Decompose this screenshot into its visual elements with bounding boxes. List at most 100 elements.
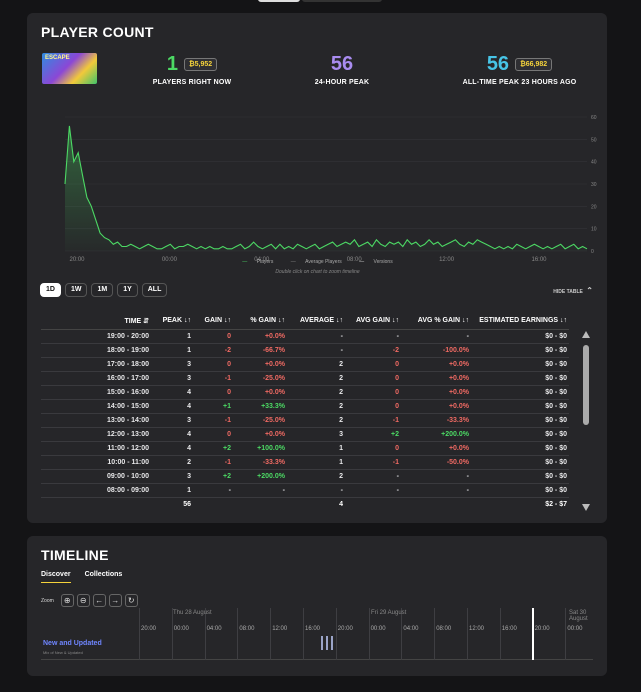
table-total-cell: $2 - $7 (545, 500, 567, 508)
table-cell: - (193, 483, 233, 498)
table-cell: 0 (345, 371, 401, 386)
scroll-up-icon[interactable] (582, 331, 590, 338)
table-cell: +0.0% (401, 385, 471, 400)
x-tick-label: 20:00 (69, 257, 85, 263)
player-count-card: PLAYER COUNT ESCAPE 1 ₿5,952 PLAYERS RIG… (27, 13, 607, 523)
table-cell: 4 (151, 399, 193, 414)
table-cell: 1 (287, 441, 345, 456)
top-tab-indicator (258, 0, 300, 2)
table-cell: +0.0% (233, 427, 287, 442)
players-now-label: PLAYERS RIGHT NOW (152, 79, 232, 86)
table-total-cell (345, 497, 401, 511)
refresh-icon[interactable]: ↻ (124, 594, 138, 607)
col-avg-gain[interactable]: AVG GAIN ↓↑ (345, 313, 401, 330)
range-1d-button[interactable]: 1D (40, 283, 61, 297)
table-cell: 15:00 - 16:00 (41, 385, 151, 400)
table-total-cell (401, 497, 471, 511)
player-chart[interactable]: 0 10 20 30 40 50 60 20:00 00:00 04:00 08:00 12:00 16… (35, 105, 600, 295)
table-cell: - (401, 329, 471, 344)
col-pct-gain[interactable]: % GAIN ↓↑ (233, 313, 287, 330)
table-cell: 14:00 - 15:00 (41, 399, 151, 414)
col-earnings[interactable]: ESTIMATED EARNINGS ↓↑ (471, 313, 569, 330)
legend-versions[interactable]: — Versions (359, 259, 393, 265)
timeline-baseline (41, 659, 593, 660)
table-row: 15:00 - 16:00 4 0 +0.0% 2 0 +0.0% $0 - $0 (41, 385, 569, 400)
table-row: 08:00 - 09:00 1- - - - - $0 - $0 (41, 483, 569, 498)
table-cell: $0 - $0 (471, 483, 569, 498)
tab-discover[interactable]: Discover (41, 571, 71, 583)
table-cell: +200.0% (233, 469, 287, 484)
x-tick-label: 00:00 (162, 257, 178, 263)
table-cell: - (345, 483, 401, 498)
tab-collections[interactable]: Collections (84, 571, 123, 578)
col-gain[interactable]: GAIN ↓↑ (193, 313, 233, 330)
x-tick-label: 04:00 (254, 257, 270, 263)
legend-average-players[interactable]: — Average Players (290, 259, 342, 265)
hide-table-toggle[interactable]: HIDE TABLE ⌃ (553, 286, 593, 295)
col-peak[interactable]: PEAK ↓↑ (151, 313, 193, 330)
hour-gridline (467, 608, 468, 660)
table-cell: +33.3% (233, 399, 287, 414)
arrow-right-icon[interactable]: → (108, 594, 122, 607)
table-cell: 3 (151, 413, 193, 428)
table-cell: $0 - $0 (471, 413, 569, 428)
timeline-track[interactable]: New and Updated Mix of New & Updated 20:… (41, 608, 593, 660)
table-cell: +2 (345, 427, 401, 442)
hourly-table: TIME ⇵ PEAK ↓↑ GAIN ↓↑ % GAIN ↓↑ AVERAGE… (41, 313, 569, 511)
y-tick-label: 0 (591, 249, 594, 255)
table-cell: 0 (193, 329, 233, 344)
all-time-peak-badge: ₿66,982 (515, 57, 553, 71)
table-cell: $0 - $0 (471, 441, 569, 456)
range-1y-button[interactable]: 1Y (117, 283, 138, 297)
stat-all-time-peak: 56 ₿66,982 ALL-TIME PEAK 23 HOURS AGO (447, 53, 592, 86)
hour-label: 00:00 (370, 626, 386, 632)
table-cell: +2 (193, 469, 233, 484)
table-cell: 12:00 - 13:00 (41, 427, 151, 442)
table-row: 10:00 - 11:00 2 -1 -33.3% 1 -1 -50.0% $0 - $0 (41, 455, 569, 470)
stat-players-now: 1 ₿5,952 PLAYERS RIGHT NOW (127, 53, 257, 86)
table-cell: - (345, 329, 401, 344)
thumbnail-text: ESCAPE (45, 55, 70, 61)
table-row: 13:00 - 14:00 3 -1 -25.0% 2 -1 -33.3% $0 - $0 (41, 413, 569, 428)
table-cell: 2 (151, 455, 193, 470)
table-cell: - (401, 469, 471, 484)
table-row: 18:00 - 19:00 1 -2 -66.7% - -2 -100.0% $0 - $0 (41, 343, 569, 358)
timeline-title: TIMELINE (41, 547, 109, 563)
scroll-thumb[interactable] (583, 345, 589, 425)
zoom-in-icon[interactable]: ⊕ (60, 594, 74, 607)
table-cell: $0 - $0 (471, 427, 569, 442)
player-chart-svg[interactable]: 0 10 20 30 40 50 60 20:00 00:00 04:00 08:00 12:00 16… (35, 105, 600, 265)
col-avg-pct-gain[interactable]: AVG % GAIN ↓↑ (401, 313, 471, 330)
hour-gridline (270, 608, 272, 660)
legend-players[interactable]: — Players (242, 259, 274, 265)
table-totals-row: 56 4 $2 - $7 (41, 497, 569, 511)
range-1m-button[interactable]: 1M (91, 283, 114, 297)
col-average[interactable]: AVERAGE ↓↑ (287, 313, 345, 330)
table-cell: $0 - $0 (471, 343, 569, 358)
table-total-cell (233, 497, 287, 511)
zoom-label: Zoom (41, 597, 54, 604)
hour-gridline (434, 608, 436, 660)
range-selector: 1D 1W 1M 1Y ALL (40, 283, 168, 297)
range-all-button[interactable]: ALL (141, 283, 168, 297)
col-time[interactable]: TIME ⇵ (41, 313, 151, 330)
table-cell: 0 (345, 399, 401, 414)
table-cell: +1 (193, 399, 233, 414)
table-cell: 0 (193, 385, 233, 400)
hour-label: 08:00 (436, 626, 452, 632)
table-row: 14:00 - 15:00 4 +1 +33.3% 2 0 +0.0% $0 - $0 (41, 399, 569, 414)
timeline-item-label[interactable]: New and Updated (43, 640, 102, 647)
zoom-out-icon[interactable]: ⊖ (76, 594, 90, 607)
range-1w-button[interactable]: 1W (64, 283, 88, 297)
island-thumbnail[interactable]: ESCAPE (42, 53, 97, 84)
arrow-left-icon[interactable]: ← (92, 594, 106, 607)
table-cell: 4 (151, 441, 193, 456)
table-row: 11:00 - 12:00 4 +2 +100.0% 1 0 +0.0% $0 - $0 (41, 441, 569, 456)
version-marker (326, 636, 328, 650)
table-cell: -2 (345, 343, 401, 358)
table-cell: 2 (287, 413, 345, 428)
hour-label: 04:00 (206, 626, 222, 632)
scroll-down-icon[interactable] (582, 504, 590, 511)
table-scrollbar[interactable] (582, 331, 590, 511)
y-tick-label: 60 (591, 115, 597, 121)
